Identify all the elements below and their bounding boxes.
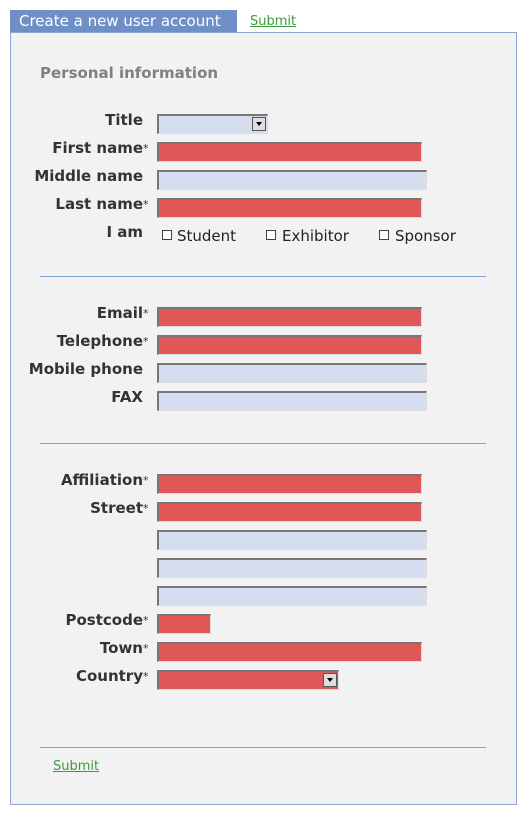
- input[interactable]: [157, 642, 422, 662]
- checkbox-label: Exhibitor: [282, 227, 349, 245]
- label: Middle name: [34, 167, 143, 185]
- required-mark: *: [143, 642, 149, 655]
- checkbox-label: Student: [177, 227, 237, 245]
- required-mark: *: [143, 502, 149, 515]
- input[interactable]: [157, 502, 422, 522]
- label: Mobile phone: [28, 360, 143, 378]
- input[interactable]: [157, 170, 427, 190]
- submit-link[interactable]: Submit: [53, 759, 100, 774]
- checkbox[interactable]: [266, 230, 276, 240]
- input[interactable]: [157, 586, 427, 606]
- label: Country: [75, 667, 143, 685]
- input[interactable]: [157, 198, 422, 218]
- divider: [40, 276, 486, 277]
- input[interactable]: [157, 335, 422, 355]
- label: FAX: [111, 388, 143, 406]
- section-title: Personal information: [40, 64, 219, 82]
- input[interactable]: [157, 474, 422, 494]
- input[interactable]: [157, 614, 211, 634]
- select[interactable]: [157, 114, 268, 134]
- label: Affiliation: [60, 471, 143, 489]
- input[interactable]: [157, 363, 427, 383]
- input[interactable]: [157, 558, 427, 578]
- tab-title: Create a new user account: [10, 10, 237, 32]
- required-mark: *: [143, 198, 149, 211]
- required-mark: *: [143, 142, 149, 155]
- label: Postcode: [65, 611, 143, 629]
- required-mark: *: [143, 335, 149, 348]
- label: First name: [52, 139, 143, 157]
- checkbox-label: Sponsor: [395, 227, 456, 245]
- required-mark: *: [143, 474, 149, 487]
- label: Town: [99, 639, 143, 657]
- input[interactable]: [157, 307, 422, 327]
- divider: [40, 747, 486, 748]
- required-mark: *: [143, 614, 149, 627]
- input[interactable]: [157, 530, 427, 550]
- required-mark: *: [143, 670, 149, 683]
- input[interactable]: [157, 391, 427, 411]
- required-mark: *: [143, 307, 149, 320]
- submit-link[interactable]: Submit: [250, 14, 297, 29]
- label: Email: [96, 304, 143, 322]
- divider: [40, 443, 486, 444]
- checkbox[interactable]: [162, 230, 172, 240]
- checkbox[interactable]: [379, 230, 389, 240]
- label: Telephone: [56, 332, 143, 350]
- select[interactable]: [157, 670, 339, 690]
- label: I am: [106, 223, 143, 241]
- label: Last name: [55, 195, 143, 213]
- label: Title: [105, 111, 143, 129]
- label: Street: [90, 499, 143, 517]
- input[interactable]: [157, 142, 422, 162]
